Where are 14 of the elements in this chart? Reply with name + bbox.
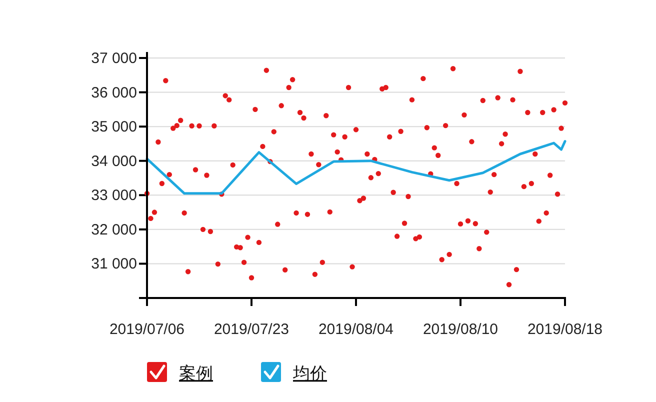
x-tick-label: 2019/07/23 [214,321,290,338]
y-tick-label: 33 000 [91,187,137,204]
y-tick-label: 32 000 [91,221,137,238]
x-tick-label: 2019/07/06 [109,321,185,338]
y-tick-label: 36 000 [91,84,137,102]
legend-label: 案例 [179,364,213,383]
x-tick-label: 2019/08/04 [318,321,394,338]
y-tick-label: 35 000 [91,118,137,136]
y-tick-label: 34 000 [91,152,137,170]
y-tick-label: 37 000 [91,50,137,67]
x-tick-label: 2019/08/10 [422,321,498,338]
legend-label: 均价 [292,364,327,383]
y-tick-label: 31 000 [91,256,137,273]
x-tick-label: 2019/08/18 [527,321,603,338]
